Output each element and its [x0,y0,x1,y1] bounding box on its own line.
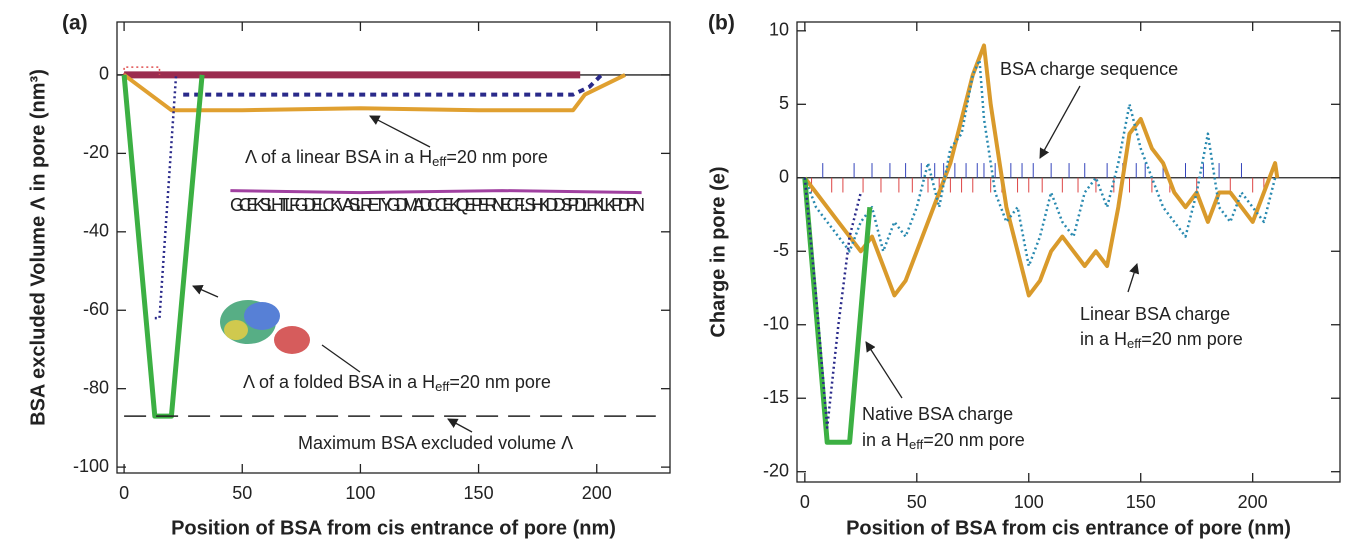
y-tick-label: -20 [763,460,789,480]
data-line [121,74,205,419]
protein-blob [244,302,280,330]
data-line [230,189,642,195]
panel: (a) Position of BSA from cis entrance of … [27,12,671,539]
x-tick-label: 50 [232,483,252,503]
y-tick-label: -10 [763,313,789,333]
arrow [1039,85,1081,159]
x-axis-label: Position of BSA from cis entrance of por… [171,517,616,539]
panel-label: (b) [708,12,735,35]
y-tick-label: -80 [83,377,109,397]
y-tick-label: -20 [83,142,109,162]
protein-blob [224,320,248,340]
y-tick-label: 0 [99,64,109,84]
x-tick-label: 100 [1014,492,1044,512]
annotation-part: BSA charge sequence [1000,59,1178,79]
annotation-part: Maximum BSA excluded volume Λ [298,433,573,453]
annotation-part: Λ of a linear BSA in a H [245,147,432,167]
arrow [447,418,473,433]
x-tick-label: 0 [119,483,129,503]
x-tick-label: 50 [907,492,927,512]
arrow [369,115,431,148]
annotation-part: in a H [1080,329,1127,349]
data-line [803,58,1277,268]
annotation: Linear BSA charge [1080,304,1230,324]
annotation: Maximum BSA excluded volume Λ [298,433,573,453]
x-tick-label: 150 [1126,492,1156,512]
x-axis-label: Position of BSA from cis entrance of por… [846,517,1291,539]
y-axis-label: Charge in pore (e) [707,166,729,337]
arrows [192,85,1140,433]
annotation-part: Linear BSA charge [1080,304,1230,324]
annotation-part: eff [1127,336,1142,351]
annotation: in a Heff=20 nm pore [862,430,1025,453]
data-line [183,73,603,97]
annotation: Λ of a linear BSA in a Heff=20 nm pore [245,147,548,170]
arrow [192,285,219,298]
y-tick-label: 0 [779,167,789,187]
y-tick-label: -15 [763,387,789,407]
x-tick-label: 150 [464,483,494,503]
plot-frame [116,21,671,474]
data-line [123,66,161,75]
y-axis-label: BSA excluded Volume Λ in pore (nm³) [27,69,49,426]
arrow [865,341,903,399]
annotation-part: Native BSA charge [862,404,1013,424]
annotation-part: eff [432,154,447,169]
panel: (b) Position of BSA from cis entrance of … [707,12,1341,539]
annotation: in a Heff=20 nm pore [1080,329,1243,352]
annotation-part: eff [435,379,450,394]
y-tick-label: -40 [83,221,109,241]
annotation-part: =20 nm pore [1141,329,1243,349]
sequence-text: GCEKSLHTLFGDELCKVASLRETYGDMADCCEKQEPERNE… [230,195,645,215]
y-tick-label: 10 [769,20,789,40]
y-tick-label: 5 [779,93,789,113]
annotation-part: in a H [862,430,909,450]
plot-frame [796,21,1341,483]
y-tick-label: -60 [83,299,109,319]
protein-structure [220,300,310,354]
protein-blob [274,326,310,354]
annotation-part: =20 nm pore [923,430,1025,450]
annotation-part: eff [909,437,924,452]
annotation: Native BSA charge [862,404,1013,424]
arrow [1127,263,1140,293]
data-line [122,73,626,113]
x-tick-label: 200 [1238,492,1268,512]
arrow [321,344,361,373]
annotation: Λ of a folded BSA in a Heff=20 nm pore [243,372,551,395]
y-tick-label: -100 [73,456,109,476]
x-tick-label: 0 [800,492,810,512]
data-line [154,74,178,320]
panel-label: (a) [62,12,88,35]
annotation-part: =20 nm pore [446,147,548,167]
data-line [803,177,863,429]
data-line [803,43,1280,298]
x-tick-label: 100 [345,483,375,503]
x-tick-label: 200 [582,483,612,503]
data-line [802,177,873,445]
annotation-part: Λ of a folded BSA in a H [243,372,435,392]
y-tick-label: -5 [773,240,789,260]
annotation-part: =20 nm pore [449,372,551,392]
annotation: BSA charge sequence [1000,59,1178,79]
